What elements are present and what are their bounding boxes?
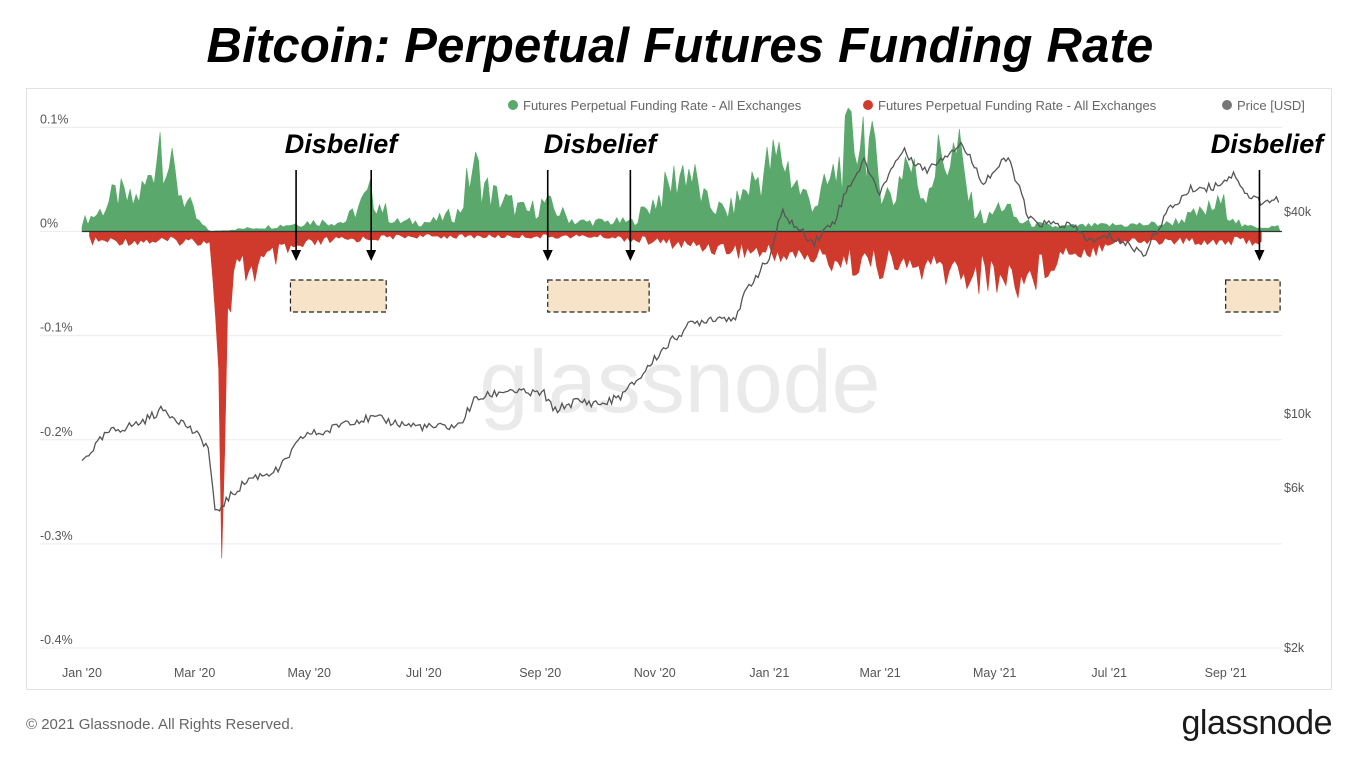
annotation-arrow-head	[366, 250, 377, 261]
x-tick-label: Jan '20	[62, 666, 102, 680]
legend-label: Futures Perpetual Funding Rate - All Exc…	[523, 98, 802, 113]
disbelief-highlight-box	[547, 279, 650, 313]
legend-swatch	[863, 100, 873, 110]
price-line	[81, 141, 1280, 512]
y-tick-label-left: -0.2%	[40, 425, 73, 439]
annotation-arrow-head	[625, 250, 636, 261]
x-tick-label: Mar '21	[859, 666, 900, 680]
x-tick-label: Nov '20	[634, 666, 676, 680]
funding-rate-positive-area	[81, 107, 1281, 232]
disbelief-annotation-label: Disbelief	[285, 129, 401, 159]
legend-swatch	[508, 100, 518, 110]
annotation-arrow-head	[542, 250, 553, 261]
glassnode-watermark: glassnode	[479, 332, 880, 431]
x-tick-label: May '21	[973, 666, 1016, 680]
y-tick-label-left: -0.1%	[40, 321, 73, 335]
funding-rate-negative-area	[89, 231, 1262, 559]
disbelief-highlight-box	[289, 279, 387, 313]
disbelief-annotation-label: Disbelief	[544, 129, 660, 159]
y-tick-label-right: $10k	[1284, 407, 1312, 421]
x-tick-label: May '20	[288, 666, 331, 680]
y-tick-label-left: -0.4%	[40, 633, 73, 647]
annotation-arrow-head	[291, 250, 302, 261]
annotation-arrow-head	[1254, 250, 1265, 261]
y-tick-label-left: 0.1%	[40, 112, 69, 126]
x-tick-label: Sep '20	[519, 666, 561, 680]
copyright-text: © 2021 Glassnode. All Rights Reserved.	[26, 716, 294, 733]
y-tick-label-right: $6k	[1284, 481, 1305, 495]
chart-frame	[26, 88, 1332, 690]
chart-title: Bitcoin: Perpetual Futures Funding Rate	[206, 19, 1154, 73]
legend-label: Futures Perpetual Funding Rate - All Exc…	[878, 98, 1157, 113]
glassnode-logo: glassnode	[1181, 704, 1332, 742]
disbelief-annotation-label: Disbelief	[1211, 129, 1327, 159]
x-tick-label: Mar '20	[174, 666, 215, 680]
y-tick-label-left: 0%	[40, 217, 58, 231]
x-tick-label: Jul '21	[1091, 666, 1127, 680]
y-tick-label-right: $2k	[1284, 641, 1305, 655]
y-tick-label-left: -0.3%	[40, 529, 73, 543]
x-tick-label: Sep '21	[1205, 666, 1247, 680]
x-tick-label: Jan '21	[749, 666, 789, 680]
disbelief-highlight-box	[1225, 279, 1281, 313]
y-tick-label-right: $40k	[1284, 205, 1312, 219]
x-tick-label: Jul '20	[406, 666, 442, 680]
legend-swatch	[1222, 100, 1232, 110]
legend-label: Price [USD]	[1237, 98, 1305, 113]
